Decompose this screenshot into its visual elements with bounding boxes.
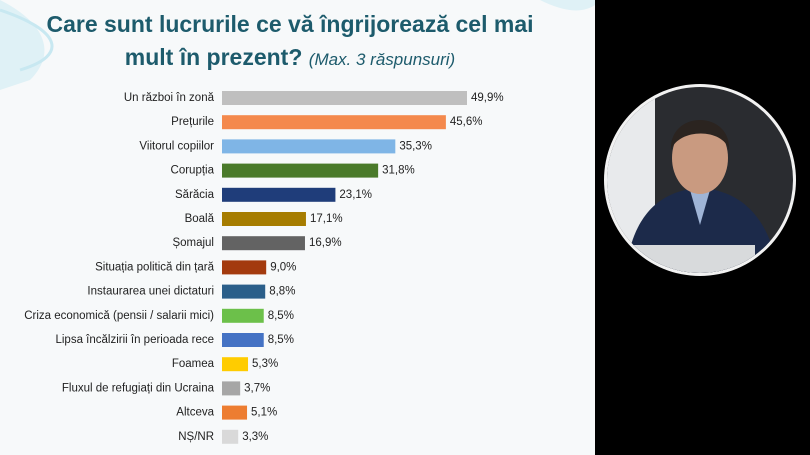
value-label: 45,6% — [450, 116, 483, 128]
category-label: Instaurarea unei dictaturi — [87, 286, 214, 298]
value-label: 3,7% — [244, 382, 270, 394]
speaker — [607, 87, 793, 273]
bar — [222, 91, 467, 105]
value-label: 8,5% — [268, 334, 294, 346]
bar — [222, 308, 264, 323]
swirl — [540, 0, 595, 11]
category-label: Fluxul de refugiați din Ucraina — [62, 382, 215, 394]
category-label: Boală — [185, 213, 215, 225]
bar — [222, 357, 249, 372]
bar — [222, 381, 241, 396]
category-label: Altceva — [176, 407, 214, 419]
value-label: 5,3% — [252, 358, 278, 370]
category-label: Corupția — [171, 165, 215, 177]
bar — [222, 429, 239, 444]
bar — [222, 139, 396, 154]
category-label: Foamea — [172, 358, 215, 370]
title-box: Care sunt lucrurile ce vă îngrijorează c… — [20, 8, 560, 76]
value-label: 8,5% — [268, 310, 294, 322]
value-label: 8,8% — [269, 286, 295, 298]
category-label: Un război în zonă — [124, 92, 215, 104]
value-label: 49,9% — [471, 92, 504, 104]
bar — [222, 405, 248, 420]
bar — [222, 333, 264, 347]
value-label: 35,3% — [399, 140, 432, 152]
category-label: Sărăcia — [175, 189, 215, 201]
value-label: 31,8% — [382, 165, 415, 177]
category-label: NȘ/NR — [178, 431, 214, 443]
bar — [222, 260, 267, 275]
bar — [222, 187, 336, 202]
swirl — [0, 8, 54, 72]
decoration — [0, 0, 595, 90]
chart-title: Care sunt lucrurile ce vă îngrijorează c… — [46, 11, 534, 70]
value-label: 17,1% — [310, 213, 343, 225]
category-label: Prețurile — [171, 116, 214, 128]
bar — [222, 236, 305, 251]
category-label: Viitorul copiilor — [139, 140, 214, 152]
video-panel — [604, 84, 796, 276]
chart: Un război în zonă 49,9% Prețurile 45,6% Viit… — [24, 91, 504, 444]
slide: Care sunt lucrurile ce vă îngrijorează c… — [0, 0, 595, 455]
value-label: 9,0% — [270, 261, 296, 273]
value-label: 16,9% — [309, 237, 342, 249]
value-label: 5,1% — [251, 407, 277, 419]
bar — [222, 163, 379, 178]
category-label: Situația politică din țară — [95, 261, 215, 273]
bar — [222, 212, 306, 226]
category-label: Șomajul — [172, 237, 214, 249]
value-label: 23,1% — [339, 189, 372, 201]
bar — [222, 284, 266, 299]
bar — [222, 115, 446, 130]
value-label: 3,3% — [242, 431, 268, 443]
category-label: Criza economică (pensii / salarii mici) — [24, 310, 214, 322]
category-label: Lipsa încălzirii în perioada rece — [55, 334, 214, 346]
chart-subtitle: (Max. 3 răspunsuri) — [308, 50, 456, 69]
swirl — [0, 0, 45, 90]
